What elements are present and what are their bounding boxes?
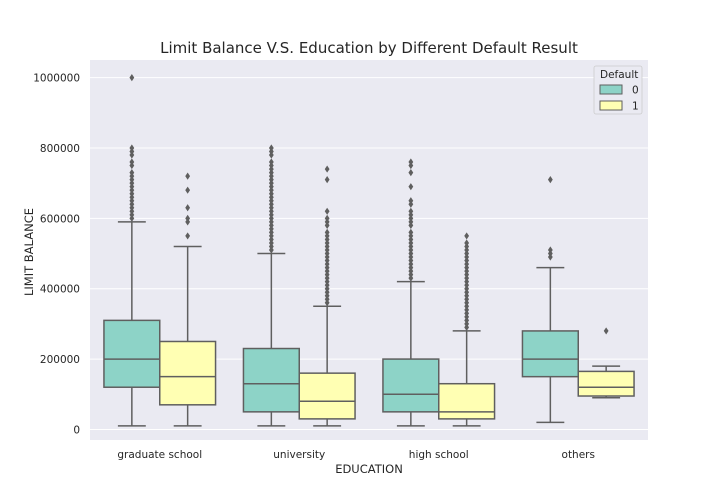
outlier-point: [129, 158, 135, 166]
box-iqr: [521, 330, 580, 378]
box-iqr: [242, 347, 300, 413]
box-plot: [103, 73, 161, 427]
y-tick-label: 600000: [40, 213, 80, 225]
outlier-point: [324, 165, 330, 173]
outlier-point: [185, 214, 191, 222]
outlier-point: [408, 228, 414, 237]
outlier-point: [129, 144, 135, 152]
outlier-point: [547, 176, 553, 184]
box-plot: [438, 232, 496, 427]
x-tick-label: graduate school: [117, 449, 202, 461]
x-ticks: graduate school university high school othe…: [117, 449, 595, 461]
box-plot: [298, 165, 356, 427]
y-tick-label: 1000000: [33, 73, 80, 85]
outlier-point: [268, 158, 274, 166]
box-iqr: [159, 340, 217, 406]
outlier-point: [408, 197, 414, 205]
x-axis-label: EDUCATION: [335, 462, 403, 476]
y-tick-label: 200000: [40, 354, 80, 366]
box-iqr: [382, 358, 440, 413]
outlier-point: [129, 168, 135, 177]
outlier-point: [464, 239, 470, 247]
box-plot: [382, 158, 440, 427]
box-iqr: [438, 382, 496, 420]
x-tick-label: university: [273, 449, 325, 461]
outlier-point: [324, 176, 330, 184]
legend: Default 0 1: [593, 65, 643, 115]
legend-entry-label: 1: [632, 101, 639, 113]
legend-swatch: [599, 84, 623, 95]
outlier-point: [185, 204, 191, 212]
legend-title: Default: [600, 69, 638, 81]
box-iqr: [103, 319, 161, 388]
box-iqr: [298, 372, 356, 420]
outlier-point: [185, 186, 191, 194]
y-axis-label: LIMIT BALANCE: [22, 208, 36, 296]
box-plot: [159, 172, 217, 427]
box-plot: [242, 144, 300, 427]
box-iqr: [577, 370, 635, 397]
x-tick-label: others: [562, 449, 595, 461]
chart-title: Limit Balance V.S. Education by Differen…: [160, 39, 578, 57]
boxes: [103, 73, 635, 427]
outlier-point: [408, 207, 414, 215]
y-tick-label: 0: [73, 424, 80, 436]
y-tick-label: 800000: [40, 143, 80, 155]
outlier-point: [324, 214, 330, 222]
box-plot: [577, 327, 635, 399]
outlier-point: [129, 73, 135, 82]
outlier-point: [547, 246, 553, 254]
outlier-point: [408, 183, 414, 191]
outlier-point: [464, 232, 470, 240]
outlier-point: [324, 228, 330, 237]
outlier-point: [185, 232, 191, 240]
outlier-point: [268, 144, 274, 152]
x-tick-label: high school: [409, 449, 469, 461]
outlier-point: [603, 327, 609, 335]
outlier-point: [324, 207, 330, 215]
legend-swatch: [599, 100, 623, 111]
legend-entry-label: 0: [632, 85, 639, 97]
y-tick-label: 400000: [40, 284, 80, 296]
box-plot: [521, 176, 580, 424]
outlier-point: [408, 168, 414, 177]
outlier-point: [408, 158, 414, 166]
y-ticks: 0 200000 400000 600000 800000 1000000: [33, 73, 80, 437]
outlier-point: [185, 172, 191, 180]
